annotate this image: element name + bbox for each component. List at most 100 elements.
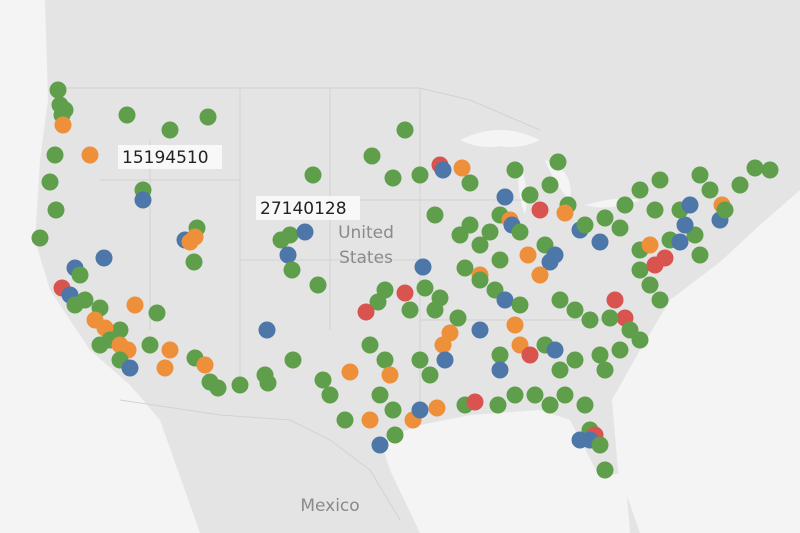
location-dot[interactable] xyxy=(676,216,694,234)
location-dot[interactable] xyxy=(641,276,659,294)
location-dot[interactable] xyxy=(199,108,217,126)
location-dot[interactable] xyxy=(506,316,524,334)
location-dot[interactable] xyxy=(371,386,389,404)
location-dot[interactable] xyxy=(591,346,609,364)
location-dot[interactable] xyxy=(591,233,609,251)
location-dot[interactable] xyxy=(481,223,499,241)
location-dot[interactable] xyxy=(611,219,629,237)
location-dot[interactable] xyxy=(546,341,564,359)
location-dot[interactable] xyxy=(576,216,594,234)
location-dot[interactable] xyxy=(121,359,139,377)
location-dot[interactable] xyxy=(426,301,444,319)
location-dot[interactable] xyxy=(181,233,199,251)
location-dot[interactable] xyxy=(411,401,429,419)
location-dot[interactable] xyxy=(449,309,467,327)
location-dot[interactable] xyxy=(541,176,559,194)
location-dot[interactable] xyxy=(361,411,379,429)
location-dot[interactable] xyxy=(551,361,569,379)
location-dot[interactable] xyxy=(731,176,749,194)
location-dot[interactable] xyxy=(489,396,507,414)
location-dot[interactable] xyxy=(141,336,159,354)
location-dot[interactable] xyxy=(461,174,479,192)
location-dot[interactable] xyxy=(434,336,452,354)
location-dot[interactable] xyxy=(651,171,669,189)
location-dot[interactable] xyxy=(506,161,524,179)
location-dot[interactable] xyxy=(631,261,649,279)
location-dot[interactable] xyxy=(381,366,399,384)
location-dot[interactable] xyxy=(519,246,537,264)
location-dot[interactable] xyxy=(369,293,387,311)
location-dot[interactable] xyxy=(526,386,544,404)
location-dot[interactable] xyxy=(491,361,509,379)
location-dot[interactable] xyxy=(453,159,471,177)
location-dot[interactable] xyxy=(126,296,144,314)
location-dot[interactable] xyxy=(656,249,674,267)
location-dot[interactable] xyxy=(701,181,719,199)
location-dot[interactable] xyxy=(566,301,584,319)
location-dot[interactable] xyxy=(491,251,509,269)
location-dot[interactable] xyxy=(466,393,484,411)
location-dot[interactable] xyxy=(496,188,514,206)
location-dot[interactable] xyxy=(161,341,179,359)
location-dot[interactable] xyxy=(411,166,429,184)
location-dot[interactable] xyxy=(421,366,439,384)
location-dot[interactable] xyxy=(46,146,64,164)
location-dot[interactable] xyxy=(606,291,624,309)
location-dot[interactable] xyxy=(363,147,381,165)
location-dot[interactable] xyxy=(196,356,214,374)
location-dot[interactable] xyxy=(531,201,549,219)
location-dot[interactable] xyxy=(471,236,489,254)
location-dot[interactable] xyxy=(428,399,446,417)
location-dot[interactable] xyxy=(91,336,109,354)
location-dot[interactable] xyxy=(491,346,509,364)
location-dot[interactable] xyxy=(596,361,614,379)
location-dot[interactable] xyxy=(671,233,689,251)
location-dot[interactable] xyxy=(506,386,524,404)
location-dot[interactable] xyxy=(401,301,419,319)
location-dot[interactable] xyxy=(371,436,389,454)
location-dot[interactable] xyxy=(746,159,764,177)
location-dot[interactable] xyxy=(591,436,609,454)
location-dot[interactable] xyxy=(309,276,327,294)
location-dot[interactable] xyxy=(384,169,402,187)
location-dot[interactable] xyxy=(716,201,734,219)
location-dot[interactable] xyxy=(556,386,574,404)
location-dot[interactable] xyxy=(426,206,444,224)
location-dot[interactable] xyxy=(616,196,634,214)
location-dot[interactable] xyxy=(376,351,394,369)
location-dot[interactable] xyxy=(521,186,539,204)
location-dot[interactable] xyxy=(54,116,72,134)
location-dot[interactable] xyxy=(361,336,379,354)
location-dot[interactable] xyxy=(281,226,299,244)
location-dot[interactable] xyxy=(456,259,474,277)
location-dot[interactable] xyxy=(209,379,227,397)
location-dot[interactable] xyxy=(284,351,302,369)
location-dot[interactable] xyxy=(259,374,277,392)
location-dot[interactable] xyxy=(76,291,94,309)
location-dot[interactable] xyxy=(651,291,669,309)
location-dot[interactable] xyxy=(646,201,664,219)
location-dot[interactable] xyxy=(641,236,659,254)
location-dot[interactable] xyxy=(511,296,529,314)
location-dot[interactable] xyxy=(304,166,322,184)
location-dot[interactable] xyxy=(81,146,99,164)
location-dot[interactable] xyxy=(41,173,59,191)
location-dot[interactable] xyxy=(434,161,452,179)
location-dot[interactable] xyxy=(596,209,614,227)
location-dot[interactable] xyxy=(471,271,489,289)
location-dot[interactable] xyxy=(258,321,276,339)
location-dot[interactable] xyxy=(148,304,166,322)
location-dot[interactable] xyxy=(691,246,709,264)
location-dot[interactable] xyxy=(416,279,434,297)
location-dot[interactable] xyxy=(314,371,332,389)
location-dot[interactable] xyxy=(541,396,559,414)
location-dot[interactable] xyxy=(596,461,614,479)
location-dot[interactable] xyxy=(556,204,574,222)
location-dot[interactable] xyxy=(49,81,67,99)
location-dot[interactable] xyxy=(185,253,203,271)
location-dot[interactable] xyxy=(631,331,649,349)
location-dot[interactable] xyxy=(576,396,594,414)
location-dot[interactable] xyxy=(396,121,414,139)
location-dot[interactable] xyxy=(566,351,584,369)
location-dot[interactable] xyxy=(691,166,709,184)
